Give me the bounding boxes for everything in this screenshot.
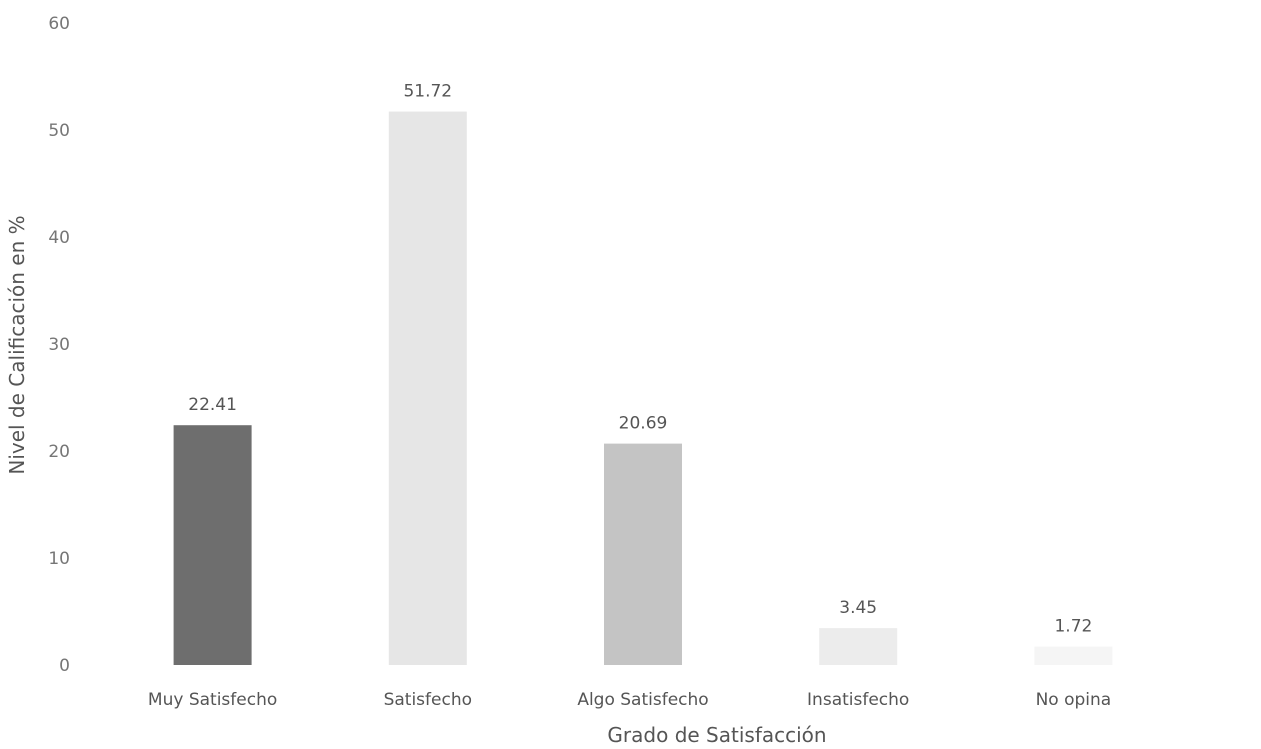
bar-insatisfecho bbox=[819, 628, 898, 665]
x-category-label: Insatisfecho bbox=[807, 690, 909, 710]
bar-value-label: 1.72 bbox=[1054, 617, 1092, 637]
y-tick-label: 20 bbox=[48, 442, 70, 462]
bar-value-label: 51.72 bbox=[403, 82, 452, 102]
bar-value-label: 22.41 bbox=[188, 395, 237, 415]
bar-algo-satisfecho bbox=[604, 443, 682, 665]
y-tick-label: 40 bbox=[48, 228, 70, 248]
y-tick-label: 30 bbox=[48, 335, 70, 355]
x-axis-title: Grado de Satisfacción bbox=[607, 723, 826, 747]
y-tick-label: 60 bbox=[48, 14, 70, 34]
x-category-label: No opina bbox=[1036, 690, 1112, 710]
bar-value-label: 3.45 bbox=[839, 598, 877, 618]
bar-no-opina bbox=[1034, 646, 1113, 665]
y-axis-title: Nivel de Calificación en % bbox=[5, 215, 29, 474]
bar-satisfecho bbox=[388, 111, 467, 665]
bar-muy-satisfecho bbox=[173, 425, 252, 665]
bars-group bbox=[173, 111, 1113, 665]
x-category-label: Muy Satisfecho bbox=[148, 690, 277, 710]
category-labels: Muy Satisfecho Satisfecho Algo Satisfecho I… bbox=[148, 690, 1111, 710]
y-axis-ticks: 0 10 20 30 40 50 60 bbox=[48, 14, 70, 676]
bar-value-label: 20.69 bbox=[619, 414, 668, 434]
y-tick-label: 50 bbox=[48, 121, 70, 141]
y-tick-label: 0 bbox=[59, 656, 70, 676]
value-labels: 22.41 51.72 20.69 3.45 1.72 bbox=[188, 82, 1092, 637]
x-category-label: Algo Satisfecho bbox=[577, 690, 708, 710]
x-category-label: Satisfecho bbox=[384, 690, 472, 710]
y-tick-label: 10 bbox=[48, 549, 70, 569]
